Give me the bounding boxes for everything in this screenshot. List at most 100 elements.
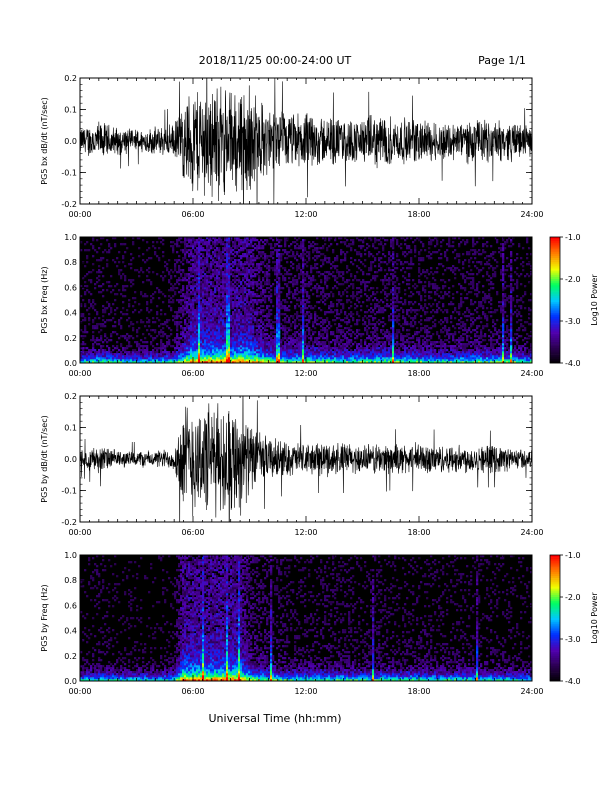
spectrogram-cell: [238, 337, 241, 340]
spectrogram-cell: [112, 349, 115, 352]
spectrogram-cell: [80, 329, 83, 332]
spectrogram-cell: [228, 253, 231, 256]
spectrogram-cell: [182, 313, 185, 316]
spectrogram-cell: [216, 295, 219, 298]
spectrogram-cell: [306, 271, 309, 274]
spectrogram-cell: [258, 329, 261, 332]
spectrogram-cell: [266, 351, 269, 354]
spectrogram-cell: [194, 329, 197, 332]
spectrogram-cell: [230, 307, 233, 310]
spectrogram-cell: [202, 311, 205, 314]
spectrogram-cell: [324, 303, 327, 306]
spectrogram-cell: [220, 313, 223, 316]
spectrogram-cell: [252, 263, 255, 266]
spectrogram-cell: [262, 345, 265, 348]
spectrogram-cell: [236, 343, 239, 346]
spectrogram-cell: [226, 247, 229, 250]
spectrogram-cell: [106, 307, 109, 310]
spectrogram-cell: [288, 357, 291, 360]
spectrogram-cell: [200, 351, 203, 354]
spectrogram-cell: [202, 325, 205, 328]
spectrogram-cell: [106, 361, 109, 364]
spectrogram-cell: [244, 337, 247, 340]
spectrogram-cell: [310, 271, 313, 274]
spectrogram-cell: [262, 355, 265, 358]
spectrogram-cell: [252, 351, 255, 354]
spectrogram-cell: [272, 349, 275, 352]
spectrogram-cell: [246, 321, 249, 324]
spectrogram-cell: [326, 347, 329, 350]
spectrogram-cell: [106, 263, 109, 266]
spectrogram-cell: [296, 349, 299, 352]
spectrogram-cell: [210, 289, 213, 292]
spectrogram-cell: [126, 347, 129, 350]
spectrogram-cell: [256, 273, 259, 276]
spectrogram-cell: [230, 329, 233, 332]
spectrogram-cell: [296, 269, 299, 272]
spectrogram-cell: [252, 325, 255, 328]
spectrogram-cell: [206, 307, 209, 310]
spectrogram-cell: [292, 295, 295, 298]
spectrogram-cell: [248, 301, 251, 304]
spectrogram-cell: [194, 265, 197, 268]
spectrogram-cell: [276, 291, 279, 294]
spectrogram-cell: [236, 301, 239, 304]
spectrogram-cell: [118, 289, 121, 292]
spectrogram-cell: [224, 247, 227, 250]
spectrogram-cell: [336, 277, 339, 280]
spectrogram-cell: [176, 327, 179, 330]
spectrogram-cell: [108, 249, 111, 252]
spectrogram-cell: [104, 307, 107, 310]
spectrogram-cell: [246, 323, 249, 326]
spectrogram-cell: [352, 357, 355, 360]
spectrogram-cell: [334, 355, 337, 358]
spectrogram-cell: [208, 335, 211, 338]
spectrogram-cell: [230, 357, 233, 360]
spectrogram-cell: [244, 253, 247, 256]
spectrogram-cell: [322, 359, 325, 362]
spectrogram-cell: [234, 275, 237, 278]
spectrogram-cell: [260, 309, 263, 312]
spectrogram-cell: [362, 279, 365, 282]
spectrogram-cell: [334, 277, 337, 280]
spectrogram-cell: [182, 357, 185, 360]
spectrogram-cell: [350, 357, 353, 360]
spectrogram-cell: [188, 309, 191, 312]
spectrogram-cell: [182, 241, 185, 244]
spectrogram-cell: [202, 333, 205, 336]
spectrogram-cell: [254, 355, 257, 358]
spectrogram-cell: [172, 357, 175, 360]
spectrogram-cell: [316, 249, 319, 252]
spectrogram-cell: [270, 295, 273, 298]
spectrogram-cell: [198, 329, 201, 332]
spectrogram-cell: [298, 297, 301, 300]
spectrogram-cell: [102, 345, 105, 348]
spectrogram-cell: [220, 355, 223, 358]
spectrogram-cell: [206, 289, 209, 292]
spectrogram-cell: [362, 351, 365, 354]
spectrogram-cell: [180, 289, 183, 292]
spectrogram-cell: [310, 289, 313, 292]
spectrogram-cell: [316, 243, 319, 246]
spectrogram-cell: [268, 349, 271, 352]
spectrogram-cell: [220, 261, 223, 264]
spectrogram-cell: [206, 345, 209, 348]
spectrogram-cell: [92, 255, 95, 258]
spectrogram-cell: [238, 331, 241, 334]
spectrogram-cell: [262, 245, 265, 248]
spectrogram-cell: [300, 335, 303, 338]
spectrogram-cell: [336, 327, 339, 330]
spectrogram-cell: [320, 247, 323, 250]
spectrogram-cell: [312, 279, 315, 282]
spectrogram-cell: [362, 323, 365, 326]
spectrogram-cell: [276, 345, 279, 348]
spectrogram-cell: [316, 271, 319, 274]
spectrogram-cell: [188, 297, 191, 300]
spectrogram-cell: [144, 359, 147, 362]
spectrogram-cell: [268, 319, 271, 322]
spectrogram-cell: [254, 317, 257, 320]
spectrogram-cell: [232, 329, 235, 332]
spectrogram-cell: [246, 313, 249, 316]
spectrogram-cell: [250, 345, 253, 348]
spectrogram-cell: [112, 357, 115, 360]
